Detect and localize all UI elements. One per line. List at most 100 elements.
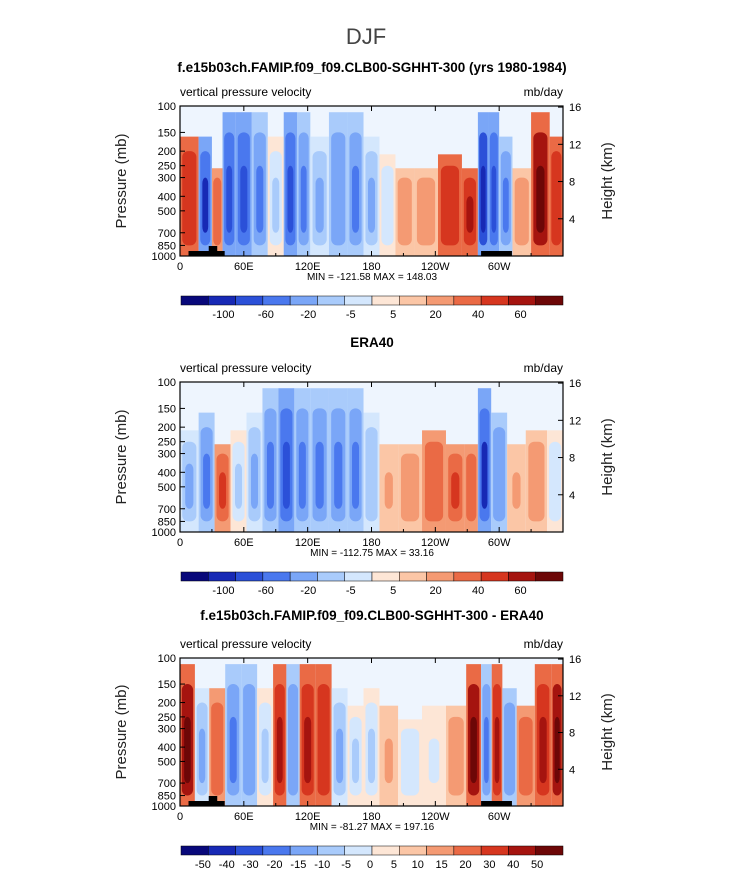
colorbar-box (480, 845, 509, 856)
y-tick-label: 850 (158, 791, 176, 803)
colorbar-label: -100 (212, 309, 234, 321)
data-column-core (470, 716, 477, 784)
x-tick-label: 60W (488, 811, 511, 823)
colorbar-box (399, 295, 427, 306)
colorbar-label: -5 (346, 585, 356, 597)
x-tick-label: 60W (488, 261, 511, 273)
y-right-tick-label: 4 (569, 214, 575, 226)
colorbar-label: 20 (430, 585, 442, 597)
topography-block (481, 801, 512, 806)
y-axis-right-label: Height (km) (599, 693, 616, 771)
colorbar-label: -30 (243, 859, 259, 871)
colorbar-label: 20 (459, 859, 471, 871)
data-column-core (185, 463, 194, 509)
data-column-core (517, 196, 526, 233)
data-column-core (290, 716, 296, 784)
colorbar-label: -15 (290, 859, 306, 871)
colorbar-box (535, 845, 564, 856)
y-tick-label: 850 (158, 516, 176, 528)
panel-2: ERA40 vertical pressure velocity mb/day 0 60… (113, 335, 616, 597)
y-axis-label: Pressure (mb) (113, 133, 130, 228)
colorbar-label: -40 (219, 859, 235, 871)
x-tick-label: 180 (362, 537, 380, 549)
data-column-core (531, 463, 542, 509)
data-column-core (282, 441, 290, 509)
data-column-core (554, 716, 560, 784)
data-column-core (451, 738, 461, 784)
x-tick-label: 60E (234, 261, 254, 273)
figure-title: DJF (346, 24, 386, 49)
data-column-core (320, 716, 328, 784)
data-column-core (240, 165, 248, 233)
colorbar-label: -20 (300, 309, 316, 321)
colorbar-label: 10 (412, 859, 424, 871)
y-right-tick-label: 12 (569, 691, 581, 703)
colorbar-label: 15 (436, 859, 448, 871)
colorbar-box (426, 845, 455, 856)
data-column-core (352, 441, 360, 509)
y-axis-label: Pressure (mb) (113, 684, 130, 779)
x-tick-label: 120E (295, 811, 321, 823)
colorbar-label: 5 (391, 859, 397, 871)
colorbar-box (480, 571, 509, 582)
data-column-core (539, 716, 547, 784)
colorbar-box (399, 845, 427, 856)
y-tick-label: 500 (158, 756, 176, 768)
data-column-core (334, 441, 343, 509)
colorbar-box (480, 295, 509, 306)
data-column-core (214, 196, 220, 233)
data-column-core (466, 196, 474, 233)
colorbar-box (426, 295, 455, 306)
x-tick-label: 60E (234, 811, 254, 823)
y-axis-right-label: Height (km) (599, 142, 616, 220)
colorbar-label: -20 (300, 585, 316, 597)
colorbar-box (317, 571, 345, 582)
data-column-core (226, 165, 233, 233)
data-column-core (536, 165, 545, 233)
data-column-core (261, 728, 269, 784)
y-right-tick-label: 12 (569, 415, 581, 427)
colorbar-label: 0 (367, 859, 373, 871)
data-column-core (352, 738, 360, 784)
colorbar-label: -50 (195, 859, 211, 871)
panel-3: f.e15b03ch.FAMIP.f09_f09.CLB00-SGHHT-300… (113, 608, 616, 871)
y-tick-label: 300 (158, 724, 176, 736)
colorbar-box (399, 571, 427, 582)
y-tick-label: 500 (158, 482, 176, 494)
colorbar-label: 5 (390, 309, 396, 321)
topography-block (208, 246, 218, 256)
y-axis-right-label: Height (km) (599, 418, 616, 496)
data-column-core (198, 728, 206, 784)
colorbar-box (426, 571, 455, 582)
colorbar-label: 40 (472, 585, 484, 597)
subtitle-left: vertical pressure velocity (180, 361, 311, 375)
x-tick-label: 120W (421, 537, 450, 549)
colorbar-box (289, 295, 318, 306)
data-column-core (512, 472, 521, 509)
colorbar-box (371, 845, 400, 856)
data-column-core (367, 728, 376, 784)
colorbar-box (344, 295, 373, 306)
colorbar-box (289, 845, 318, 856)
colorbar-box (289, 571, 318, 582)
data-column-core (384, 472, 393, 509)
colorbar-label: -20 (267, 859, 283, 871)
y-axis-label: Pressure (mb) (113, 409, 130, 504)
colorbar-box (235, 295, 264, 306)
data-column-core (468, 472, 475, 509)
y-tick-label: 1000 (152, 801, 176, 813)
colorbar-label: 40 (472, 309, 484, 321)
x-tick-label: 60W (488, 537, 511, 549)
colorbar-label: -10 (314, 859, 330, 871)
colorbar-box (371, 571, 400, 582)
y-tick-label: 850 (158, 240, 176, 252)
x-tick-label: 0 (177, 261, 183, 273)
data-column-core (315, 441, 324, 509)
colorbar-label: 5 (390, 585, 396, 597)
data-column-core (203, 453, 211, 509)
y-tick-label: 500 (158, 206, 176, 218)
colorbar-box (453, 571, 482, 582)
colorbar-box (180, 571, 209, 582)
colorbar-box (453, 295, 482, 306)
y-tick-label: 700 (158, 504, 176, 516)
